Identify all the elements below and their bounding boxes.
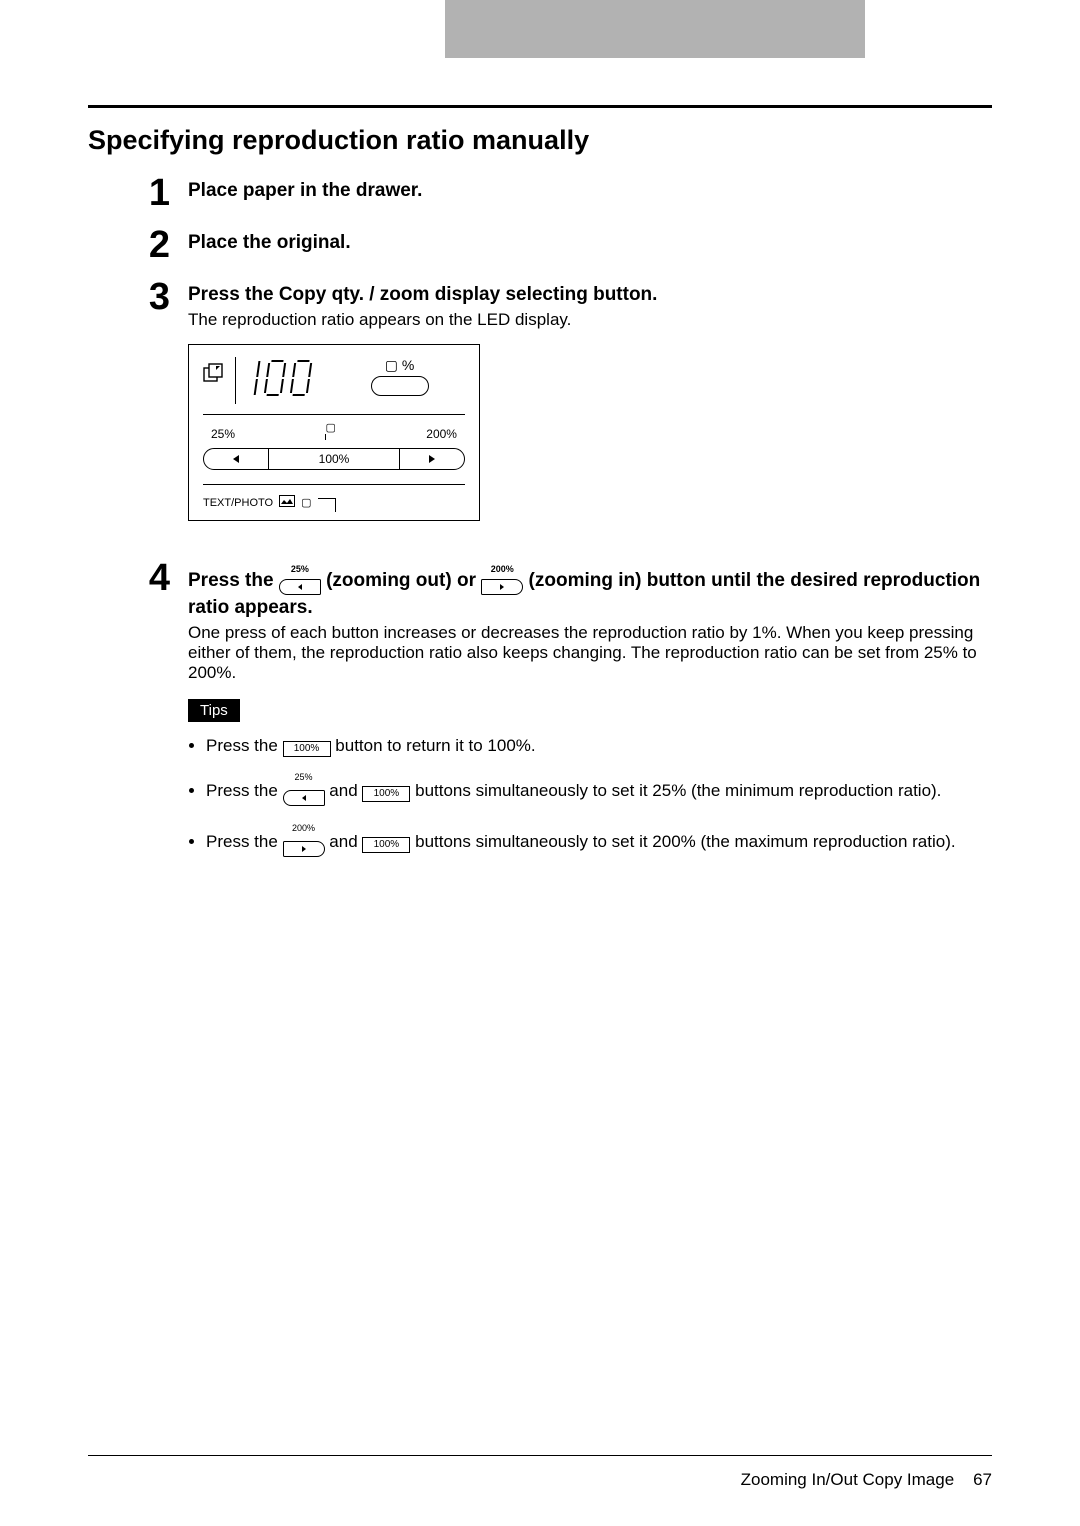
step-title: Press the Copy qty. / zoom display selec… xyxy=(188,284,992,306)
zoom-scale-labels: 25% ▢ 200% xyxy=(203,421,465,446)
page-footer: Zooming In/Out Copy Image 67 xyxy=(741,1470,992,1490)
image-mode-icon xyxy=(279,495,295,510)
step-4: 4 Press the 25% (zooming out) or 200% (z… xyxy=(88,559,992,876)
zoom-buttons: 100% xyxy=(203,448,465,470)
step-number: 4 xyxy=(88,559,188,597)
zoom-100-button: 100% xyxy=(268,449,400,469)
step-title: Press the 25% (zooming out) or 200% (zoo… xyxy=(188,565,992,619)
section-title: Specifying reproduction ratio manually xyxy=(88,125,992,156)
step-number: 1 xyxy=(88,174,188,212)
footer-title: Zooming In/Out Copy Image xyxy=(741,1470,955,1489)
step-3: 3 Press the Copy qty. / zoom display sel… xyxy=(88,278,992,545)
tips-badge: Tips xyxy=(188,699,240,722)
footer-page: 67 xyxy=(973,1470,992,1489)
seven-segment-display xyxy=(235,357,324,404)
step-number: 3 xyxy=(88,278,188,316)
hundred-inline-button: 100% xyxy=(362,786,410,802)
step-2: 2 Place the original. xyxy=(88,226,992,264)
tip-item: Press the 100% button to return it to 10… xyxy=(206,732,992,759)
zoom-in-inline-button: 200% xyxy=(481,565,523,597)
step-desc: The reproduction ratio appears on the LE… xyxy=(188,310,992,330)
step-number: 2 xyxy=(88,226,188,264)
tip-item: Press the 200% and 100% buttons simultan… xyxy=(206,824,992,861)
step-1: 1 Place paper in the drawer. xyxy=(88,174,992,212)
zoom-out-button xyxy=(204,449,268,469)
display-select-button xyxy=(371,376,429,396)
bracket-icon xyxy=(318,498,336,508)
header-tab xyxy=(445,0,865,58)
zoom-mid-indicator: ▢ xyxy=(325,421,335,446)
content: Specifying reproduction ratio manually 1… xyxy=(88,125,992,890)
step-title: Place the original. xyxy=(188,232,992,254)
zoom-out-inline-button: 25% xyxy=(279,565,321,597)
hundred-inline-button: 100% xyxy=(362,837,410,853)
rule-bottom xyxy=(88,1455,992,1456)
text-photo-row: TEXT/PHOTO ▢ xyxy=(203,495,465,510)
zoom-max-label: 200% xyxy=(426,427,457,441)
control-panel-figure: ▢ % 25% ▢ 200% xyxy=(188,344,992,521)
rule-top xyxy=(88,105,992,108)
page: Specifying reproduction ratio manually 1… xyxy=(0,0,1080,1526)
copies-icon xyxy=(203,363,225,388)
zoom-out-inline-button: 25% xyxy=(283,773,325,810)
text-photo-indicator: ▢ xyxy=(301,496,311,509)
zoom-in-button xyxy=(400,449,464,469)
text-photo-label: TEXT/PHOTO xyxy=(203,497,273,509)
tips-list: Press the 100% button to return it to 10… xyxy=(188,732,992,862)
step-title: Place paper in the drawer. xyxy=(188,180,992,202)
step-desc: One press of each button increases or de… xyxy=(188,623,992,683)
zoom-min-label: 25% xyxy=(211,427,235,441)
zoom-in-inline-button: 200% xyxy=(283,824,325,861)
percent-indicator: ▢ % xyxy=(334,357,465,374)
hundred-inline-button: 100% xyxy=(283,741,331,757)
tip-item: Press the 25% and 100% buttons simultane… xyxy=(206,773,992,810)
